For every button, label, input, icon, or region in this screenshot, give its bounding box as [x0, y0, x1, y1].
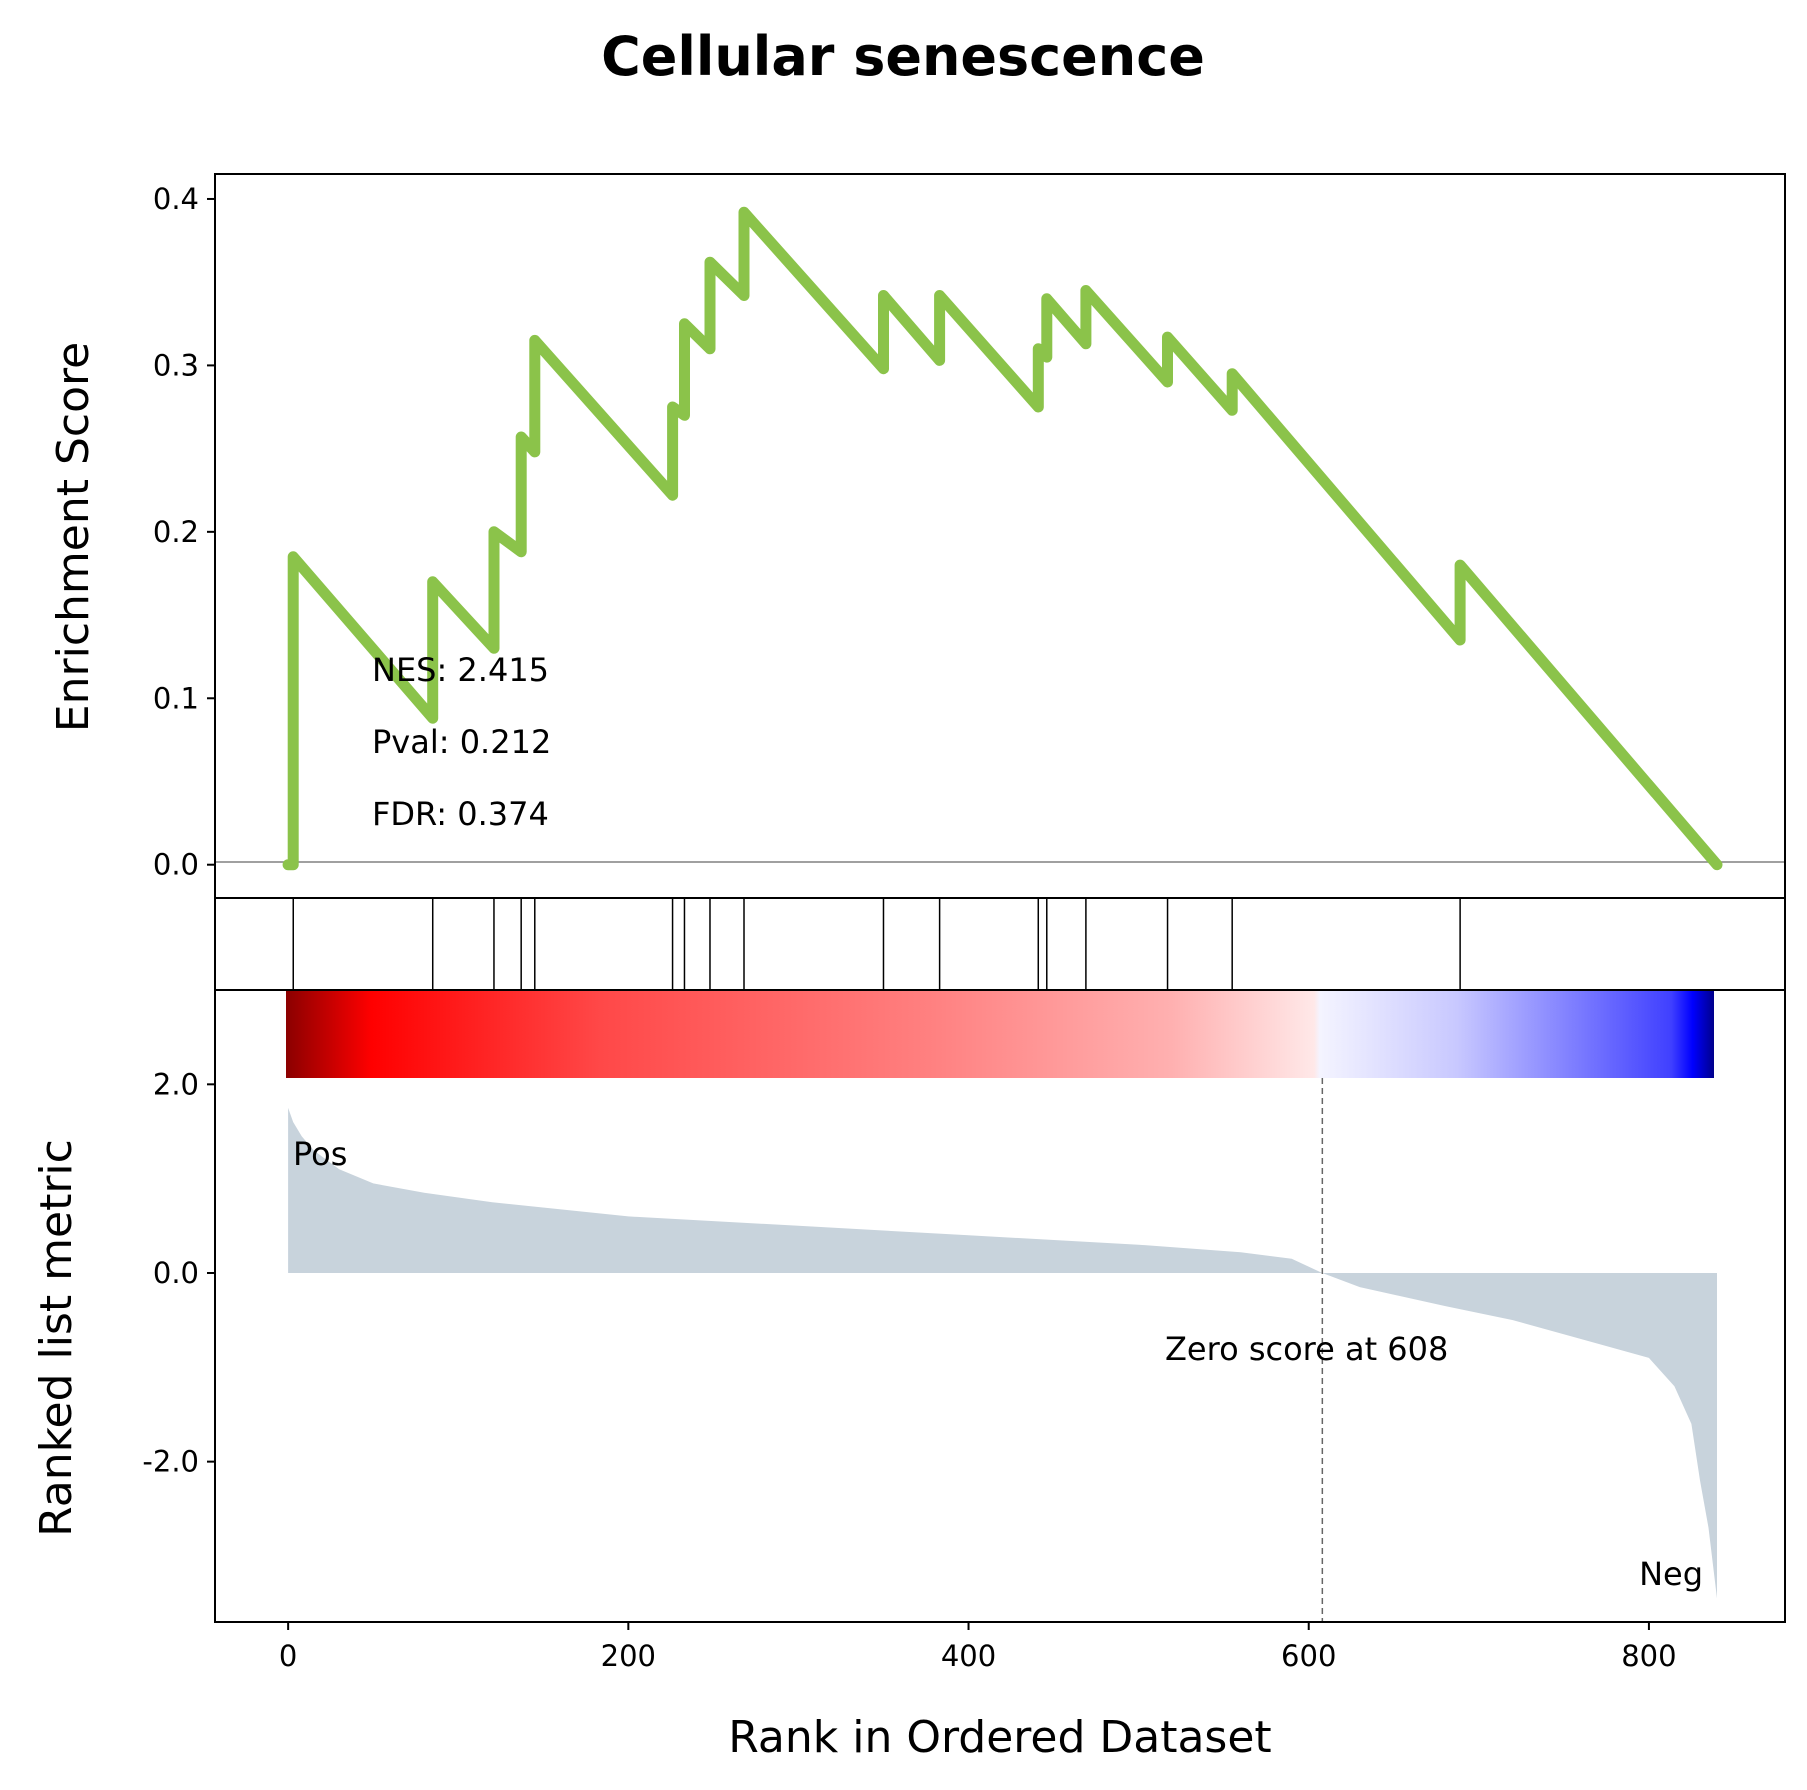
enrichment-score-axis-label: Enrichment Score [48, 342, 99, 732]
gene-hits-panel [292, 898, 1461, 990]
neg-label: Neg [1639, 1555, 1703, 1593]
es-y-tick-label: 0.2 [153, 515, 199, 549]
x-tick-label: 400 [941, 1639, 996, 1673]
rank-y-tick-label: -2.0 [142, 1445, 199, 1479]
es-y-tick-label: 0.3 [153, 348, 199, 382]
chart-title: Cellular senescence [601, 25, 1205, 88]
x-tick-label: 600 [1281, 1639, 1336, 1673]
enrichment-score-panel: 0.0 0.1 0.2 0.3 0.4 NES: 2.415 Pval: 0.212 F… [48, 182, 1785, 882]
enrichment-panel-frame [214, 173, 1786, 899]
es-y-tick-label: 0.1 [153, 681, 199, 715]
rank-y-tick-label: 2.0 [153, 1067, 199, 1101]
zero-score-label: Zero score at 608 [1165, 1330, 1448, 1368]
x-tick-label: 200 [601, 1639, 656, 1673]
rank-y-tick-label: 0.0 [153, 1256, 199, 1290]
nes-annotation: NES: 2.415 [372, 651, 549, 689]
enrichment-score-line [282, 206, 1723, 871]
es-y-tick-label: 0.0 [153, 848, 199, 882]
fdr-annotation: FDR: 0.374 [372, 795, 549, 833]
ranked-metric-panel: Zero score at 608 Pos Neg 2.0 0.0 -2.0 Ran… [31, 990, 1718, 1622]
ranked-metric-area [288, 1107, 1718, 1599]
pval-annotation: Pval: 0.212 [372, 723, 551, 761]
x-axis-label: Rank in Ordered Dataset [728, 1712, 1271, 1763]
x-tick-label: 800 [1621, 1639, 1676, 1673]
pos-label: Pos [293, 1135, 347, 1173]
rank-colorbar [286, 990, 1714, 1078]
ranked-metric-axis-label: Ranked list metric [31, 1139, 82, 1537]
es-y-tick-label: 0.4 [153, 182, 199, 216]
x-tick-label: 0 [279, 1639, 297, 1673]
ranked-panel-frame [214, 989, 1786, 1623]
hits-panel-frame [214, 897, 1786, 991]
